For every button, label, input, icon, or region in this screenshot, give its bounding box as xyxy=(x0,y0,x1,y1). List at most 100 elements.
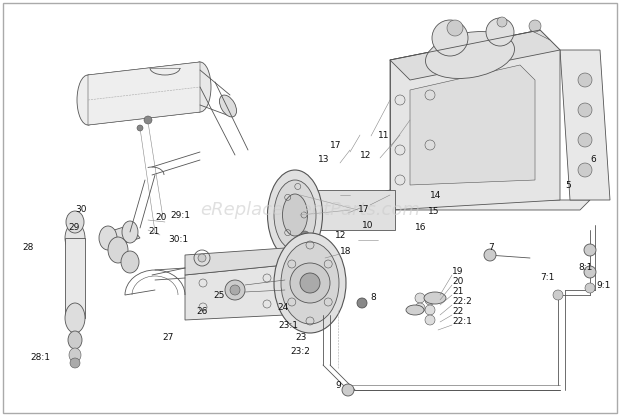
Text: 28: 28 xyxy=(22,243,33,253)
Circle shape xyxy=(225,280,245,300)
Text: 23:1: 23:1 xyxy=(278,320,298,329)
Text: 12: 12 xyxy=(335,230,347,240)
Ellipse shape xyxy=(65,303,85,333)
Ellipse shape xyxy=(267,170,322,260)
Circle shape xyxy=(578,133,592,147)
Text: 18: 18 xyxy=(340,248,352,257)
Text: 16: 16 xyxy=(415,223,427,233)
Circle shape xyxy=(137,125,143,131)
Polygon shape xyxy=(88,62,200,125)
Circle shape xyxy=(290,263,330,303)
Text: 8: 8 xyxy=(370,294,376,302)
Ellipse shape xyxy=(122,221,138,243)
Text: 12: 12 xyxy=(360,151,371,159)
Ellipse shape xyxy=(65,223,85,253)
Text: 23: 23 xyxy=(295,334,306,342)
Text: 21: 21 xyxy=(452,287,463,297)
Polygon shape xyxy=(390,30,560,210)
Text: 24: 24 xyxy=(277,304,288,312)
Circle shape xyxy=(70,358,80,368)
Circle shape xyxy=(425,305,435,315)
Ellipse shape xyxy=(424,292,446,304)
Circle shape xyxy=(578,73,592,87)
Ellipse shape xyxy=(406,305,424,315)
Ellipse shape xyxy=(69,348,81,362)
Text: 20: 20 xyxy=(452,277,463,287)
Circle shape xyxy=(529,20,541,32)
Text: 9: 9 xyxy=(335,381,341,389)
Text: 5: 5 xyxy=(565,181,571,190)
Text: 25: 25 xyxy=(213,290,224,300)
Text: 6: 6 xyxy=(590,156,596,164)
Ellipse shape xyxy=(121,251,139,273)
Circle shape xyxy=(301,231,309,239)
Circle shape xyxy=(553,290,563,300)
Polygon shape xyxy=(560,50,610,200)
Ellipse shape xyxy=(77,75,99,125)
Ellipse shape xyxy=(219,95,236,117)
Circle shape xyxy=(300,273,320,293)
Circle shape xyxy=(432,20,468,56)
Ellipse shape xyxy=(274,180,316,250)
Text: 30:1: 30:1 xyxy=(168,235,188,245)
Circle shape xyxy=(584,266,596,278)
Text: 7:1: 7:1 xyxy=(540,273,554,282)
Text: 14: 14 xyxy=(430,191,441,200)
Circle shape xyxy=(230,285,240,295)
Text: 28:1: 28:1 xyxy=(30,354,50,362)
Text: 22:2: 22:2 xyxy=(452,297,472,307)
Polygon shape xyxy=(108,225,140,245)
Circle shape xyxy=(425,295,435,305)
Circle shape xyxy=(342,384,354,396)
Text: 23:2: 23:2 xyxy=(290,347,310,357)
Circle shape xyxy=(585,283,595,293)
Circle shape xyxy=(497,17,507,27)
Circle shape xyxy=(357,298,367,308)
Bar xyxy=(65,238,85,318)
Ellipse shape xyxy=(283,194,308,236)
Ellipse shape xyxy=(425,32,515,79)
Bar xyxy=(300,190,395,230)
Circle shape xyxy=(198,254,206,262)
Text: 9:1: 9:1 xyxy=(596,280,610,290)
Circle shape xyxy=(484,249,496,261)
Circle shape xyxy=(584,244,596,256)
Text: 21: 21 xyxy=(148,228,159,237)
Text: 22:1: 22:1 xyxy=(452,317,472,327)
Text: 17: 17 xyxy=(358,206,370,215)
Polygon shape xyxy=(185,248,285,275)
Text: 10: 10 xyxy=(362,220,373,230)
Polygon shape xyxy=(410,65,535,185)
Polygon shape xyxy=(285,248,310,315)
Ellipse shape xyxy=(99,226,117,250)
Text: 30: 30 xyxy=(75,206,87,215)
Circle shape xyxy=(415,293,425,303)
Text: 11: 11 xyxy=(378,131,389,139)
Text: 22: 22 xyxy=(452,307,463,317)
Text: 13: 13 xyxy=(318,156,329,164)
Circle shape xyxy=(425,315,435,325)
Ellipse shape xyxy=(66,211,84,233)
Text: 29: 29 xyxy=(68,223,79,233)
Circle shape xyxy=(415,303,425,313)
Ellipse shape xyxy=(281,242,339,324)
Polygon shape xyxy=(185,265,285,320)
Text: 29:1: 29:1 xyxy=(170,210,190,220)
Ellipse shape xyxy=(274,233,346,333)
Text: 20: 20 xyxy=(155,213,166,223)
Text: 27: 27 xyxy=(162,334,174,342)
Circle shape xyxy=(144,116,152,124)
Ellipse shape xyxy=(108,237,128,263)
Text: 15: 15 xyxy=(428,208,440,216)
Circle shape xyxy=(578,163,592,177)
Circle shape xyxy=(578,103,592,117)
Ellipse shape xyxy=(189,62,211,112)
Circle shape xyxy=(447,20,463,36)
Text: 19: 19 xyxy=(452,267,464,277)
Text: 17: 17 xyxy=(330,141,342,149)
Text: 7: 7 xyxy=(488,243,494,253)
Ellipse shape xyxy=(68,331,82,349)
Text: 8:1: 8:1 xyxy=(578,263,592,272)
Circle shape xyxy=(486,18,514,46)
Text: eReplacementParts.com: eReplacementParts.com xyxy=(200,201,420,219)
